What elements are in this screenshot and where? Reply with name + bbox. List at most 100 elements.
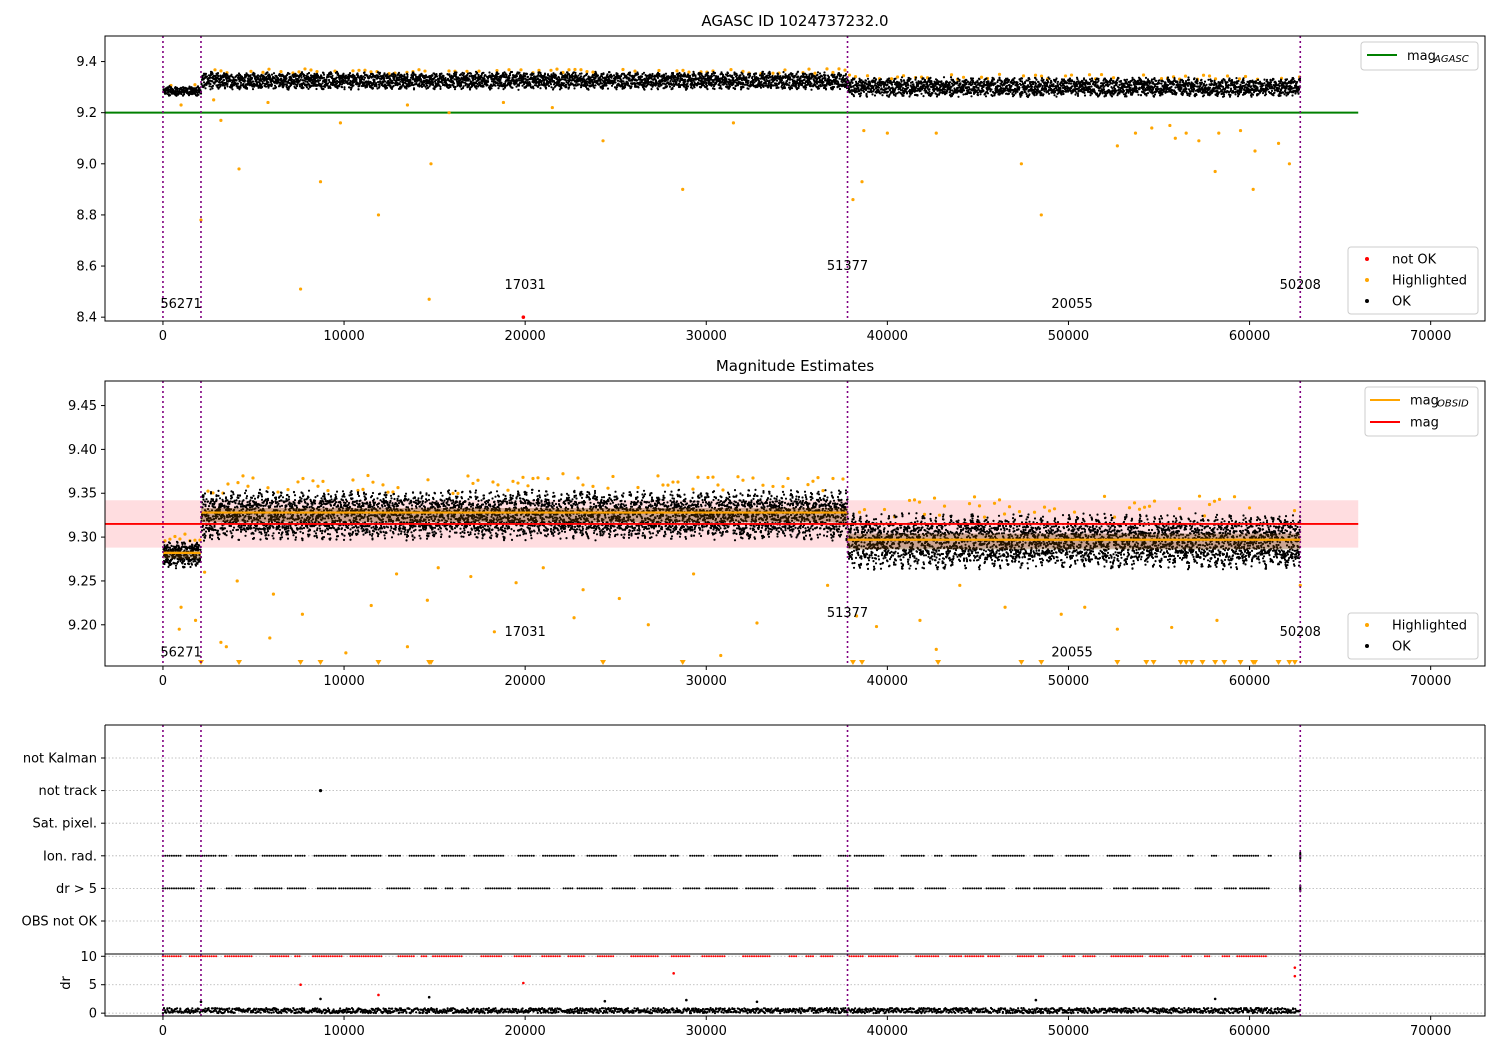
highlighted-point (251, 476, 255, 480)
clipped-point-marker (1150, 660, 1157, 665)
highlighted-point (771, 71, 775, 75)
flag-row-label: Sat. pixel. (33, 817, 97, 832)
x-tick-label: 40000 (867, 1024, 908, 1039)
highlighted-point (381, 483, 385, 487)
highlighted-point (426, 478, 430, 482)
highlighted-point (636, 485, 640, 490)
highlighted-point (318, 180, 323, 184)
magnitude-estimates-panel: Magnitude Estimates 56271 17031 51377 20055… (68, 357, 1486, 689)
panel-title: AGASC ID 1024737232.0 (701, 12, 888, 30)
highlighted-point (719, 653, 723, 658)
highlighted-point (1115, 627, 1119, 631)
dr-outlier-point (1213, 997, 1217, 1001)
highlighted-point (1033, 73, 1038, 77)
x-tick-label: 50000 (1048, 329, 1089, 344)
highlighted-point (676, 480, 680, 484)
highlighted-point (736, 475, 740, 479)
highlighted-point (351, 69, 355, 73)
clipped-point-marker (375, 660, 382, 665)
highlighted-point (236, 481, 240, 485)
x-tick-label: 20000 (504, 1024, 545, 1039)
highlighted-point (266, 486, 270, 490)
x-tick-label: 10000 (323, 1024, 364, 1039)
clipped-point-marker (935, 660, 942, 665)
highlighted-point (837, 67, 841, 71)
highlighted-point (972, 495, 977, 499)
highlighted-point (451, 491, 455, 496)
dr-outlier-point (1034, 998, 1038, 1002)
highlighted-point (241, 474, 245, 478)
highlighted-point (781, 484, 785, 489)
dr-outlier-point (1293, 966, 1297, 969)
highlighted-point (862, 508, 867, 512)
x-tick-label: 30000 (686, 329, 727, 344)
highlighted-point (396, 485, 400, 490)
highlighted-point (351, 478, 355, 482)
highlighted-point (224, 645, 228, 649)
highlighted-point (1059, 612, 1063, 616)
highlighted-point (425, 598, 429, 602)
highlighted-point (506, 488, 510, 492)
highlighted-point (696, 475, 700, 479)
clipped-point-marker (1188, 660, 1195, 665)
legend-box (1347, 612, 1479, 660)
x-tick-label: 0 (159, 1024, 167, 1039)
highlighted-point (825, 67, 829, 71)
highlighted-point (882, 507, 887, 512)
highlighted-point (821, 489, 825, 493)
highlighted-point (1251, 187, 1255, 191)
highlighted-point (807, 67, 811, 71)
panel-title: Magnitude Estimates (716, 357, 874, 375)
highlighted-point (1184, 131, 1188, 135)
highlighted-point (394, 572, 399, 576)
flag-row-label: Ion. rad. (43, 849, 97, 864)
y-tick-label: 9.30 (68, 531, 97, 546)
legend-label: Highlighted (1392, 274, 1467, 289)
clipped-point-marker (1143, 660, 1150, 665)
highlighted-point (1002, 512, 1007, 516)
highlighted-point (579, 68, 583, 72)
highlighted-point (691, 487, 695, 491)
highlighted-point (363, 68, 367, 72)
x-tick-label: 70000 (1410, 329, 1451, 344)
highlighted-point (361, 487, 365, 491)
highlighted-point (199, 218, 203, 222)
highlighted-point (466, 474, 470, 478)
x-tick-label: 60000 (1229, 1024, 1270, 1039)
highlighted-point (1212, 499, 1217, 503)
x-tick-label: 70000 (1410, 674, 1451, 689)
highlighted-point (177, 627, 181, 631)
highlighted-point (934, 647, 938, 651)
dr-outlier-point (755, 1000, 759, 1004)
highlighted-point (1099, 72, 1104, 77)
highlighted-point (1052, 507, 1057, 511)
highlighted-point (860, 180, 864, 184)
highlighted-point (573, 67, 577, 72)
highlighted-point (816, 476, 820, 480)
obsid-label: 51377 (827, 259, 868, 274)
highlighted-point (711, 475, 715, 479)
legend-marker-swatch (1365, 299, 1369, 303)
highlighted-point (417, 68, 421, 72)
highlighted-point (666, 483, 670, 487)
highlighted-point (447, 69, 451, 73)
highlighted-point (1243, 74, 1248, 79)
dr-outlier-point (319, 997, 322, 1001)
highlighted-point (1142, 505, 1147, 509)
highlighted-point (495, 68, 499, 73)
highlighted-point (997, 498, 1002, 502)
highlighted-point (633, 69, 637, 73)
highlighted-point (661, 483, 665, 487)
highlighted-point (555, 67, 559, 71)
y-tick-label: 8.4 (76, 311, 97, 326)
highlighted-point (193, 538, 197, 542)
highlighted-point (922, 512, 927, 516)
highlighted-point (447, 111, 451, 115)
dr-outlier-point (603, 999, 607, 1003)
highlighted-point (895, 75, 900, 79)
highlighted-point (211, 491, 215, 495)
highlighted-point (356, 488, 360, 493)
plot-area (161, 954, 1302, 1016)
highlighted-point (1159, 77, 1164, 81)
